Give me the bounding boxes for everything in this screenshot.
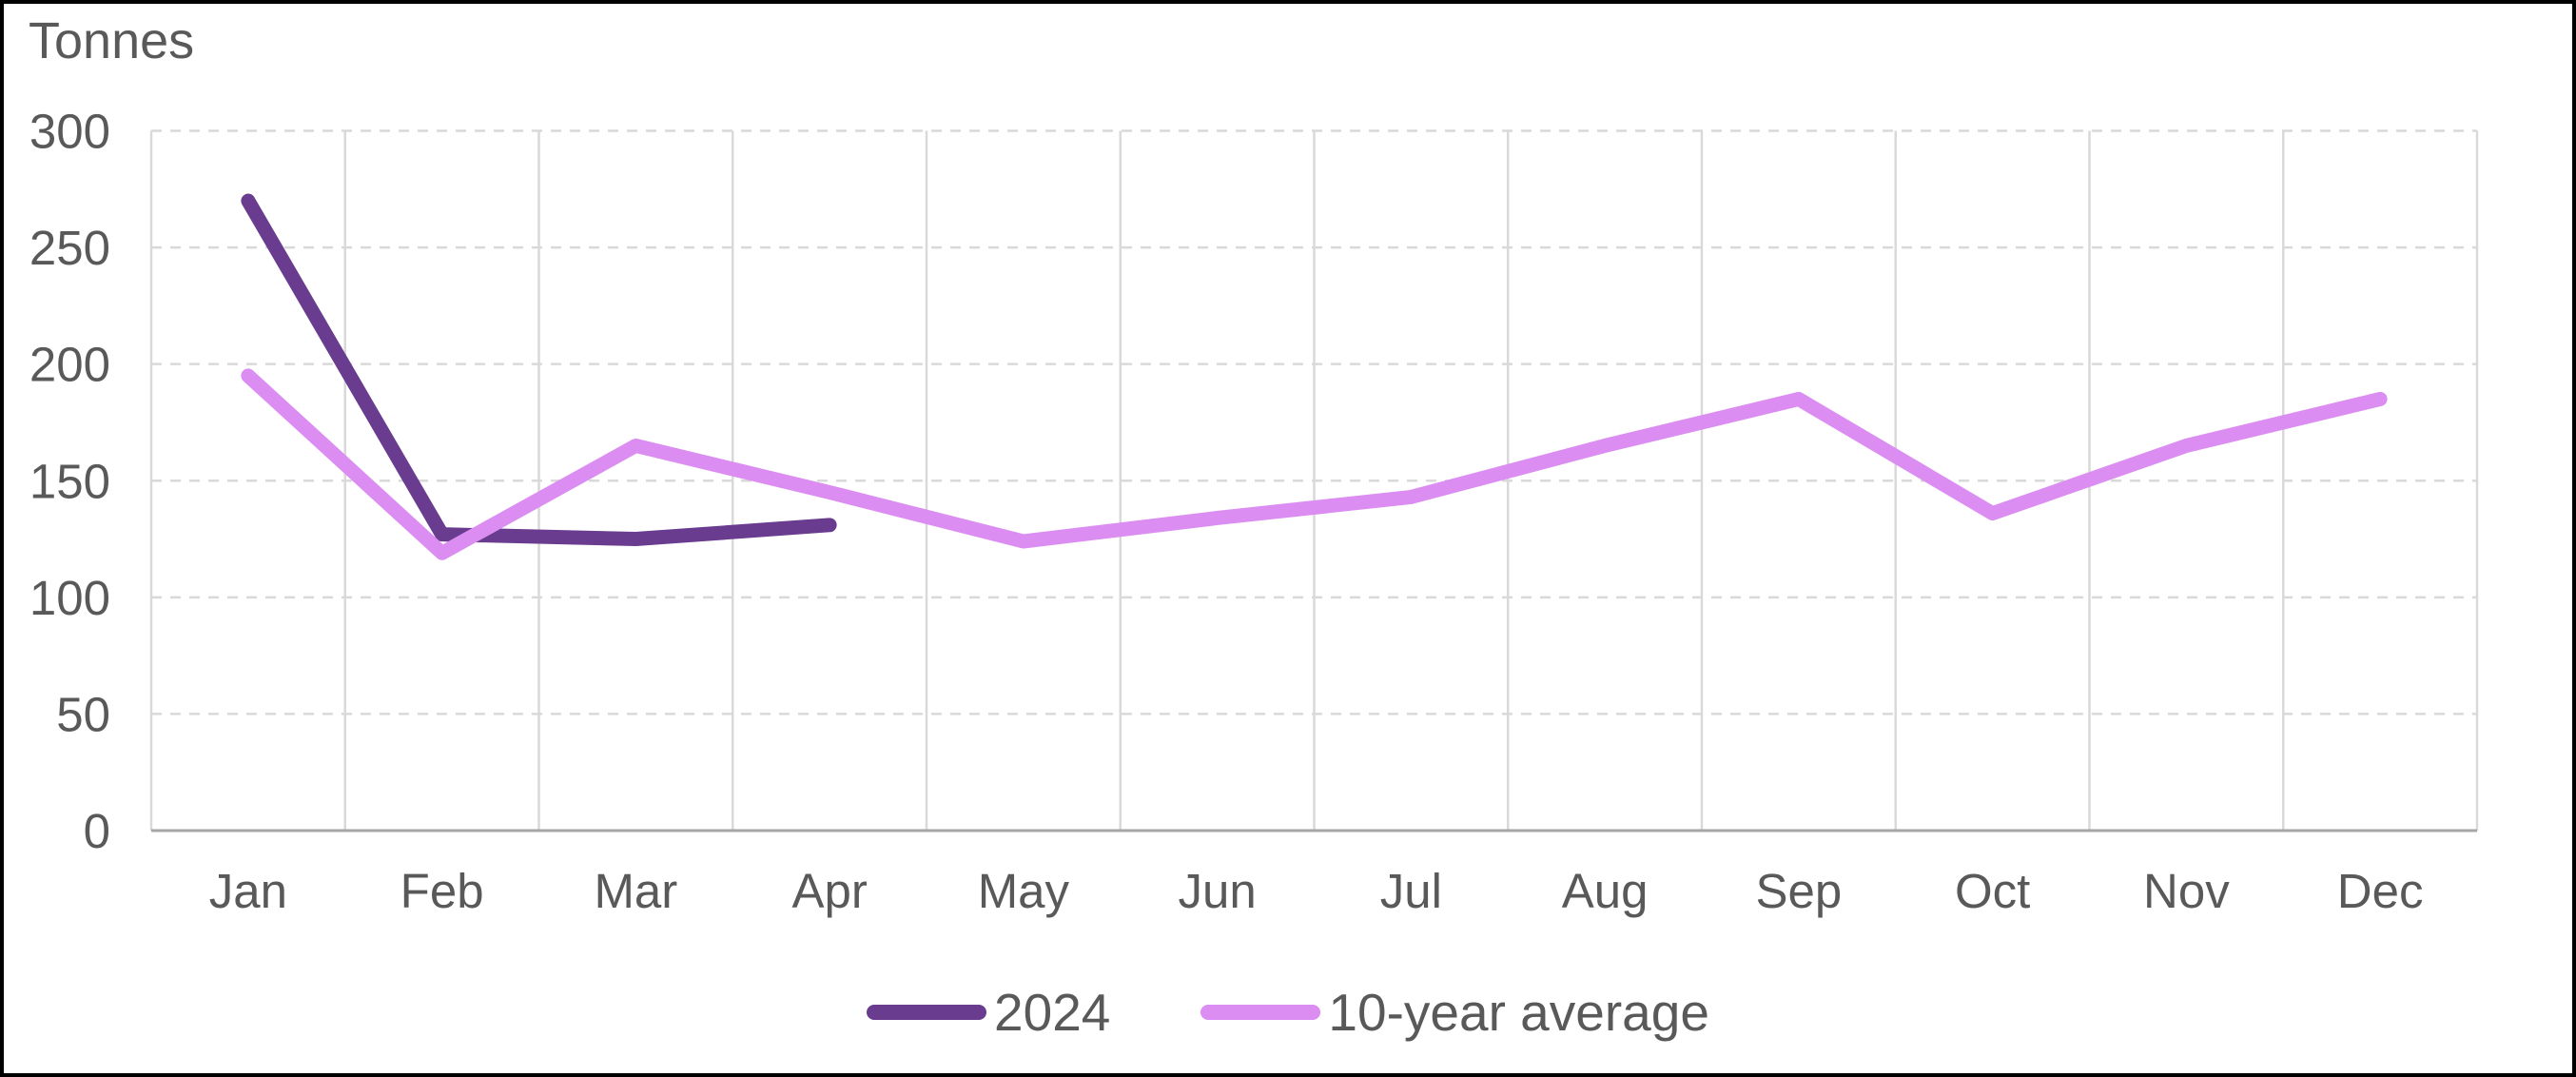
x-axis-tick-label: Dec [2337, 864, 2424, 918]
x-axis-tick-label: Jan [209, 864, 287, 918]
y-axis-tick-label: 200 [29, 338, 110, 392]
series-lines [241, 193, 2388, 560]
x-axis-tick-label: Nov [2143, 864, 2230, 918]
y-axis-tick-label: 0 [84, 804, 110, 858]
line-chart: 0 50 100 150 200 250 300 Jan Feb Mar Apr May Jun Jul… [29, 105, 2479, 918]
x-axis-tick-label: May [978, 864, 1070, 918]
legend-item-2024: 2024 [867, 982, 1110, 1043]
y-axis-tick-label: 100 [29, 571, 110, 625]
x-axis-tick-label: Jun [1179, 864, 1257, 918]
x-axis-tick-label: Sep [1756, 864, 1843, 918]
series-line-2024 [241, 193, 837, 547]
x-axis-tick-label: Jul [1380, 864, 1442, 918]
y-axis-units-label: Tonnes [29, 12, 195, 69]
legend-swatch-2024 [867, 1005, 987, 1020]
y-axis-tick-label: 50 [56, 687, 110, 741]
x-axis-tick-label: Mar [594, 864, 677, 918]
legend-label-10-year-average: 10-year average [1328, 983, 1709, 1042]
legend-item-10-year-average: 10-year average [1200, 982, 1709, 1043]
series-line-10-year-average [241, 368, 2388, 560]
x-axis-tick-label: Apr [791, 864, 867, 918]
x-axis-tick-label: Aug [1562, 864, 1649, 918]
y-axis-tick-label: 150 [29, 454, 110, 508]
legend-label-2024: 2024 [994, 983, 1111, 1042]
gridlines [149, 129, 2479, 831]
legend-swatch-10-year-average [1200, 1005, 1321, 1020]
x-axis-tick-label: Oct [1955, 864, 2030, 918]
x-axis-tick-labels: Jan Feb Mar Apr May Jun Jul Aug Sep Oct Nov Dec [209, 864, 2424, 918]
y-axis-tick-label: 250 [29, 221, 110, 275]
legend: 2024 10-year average [4, 982, 2572, 1043]
x-axis-tick-label: Feb [400, 864, 484, 918]
y-axis-tick-labels: 0 50 100 150 200 250 300 [29, 105, 110, 859]
y-axis-tick-label: 300 [29, 105, 110, 159]
